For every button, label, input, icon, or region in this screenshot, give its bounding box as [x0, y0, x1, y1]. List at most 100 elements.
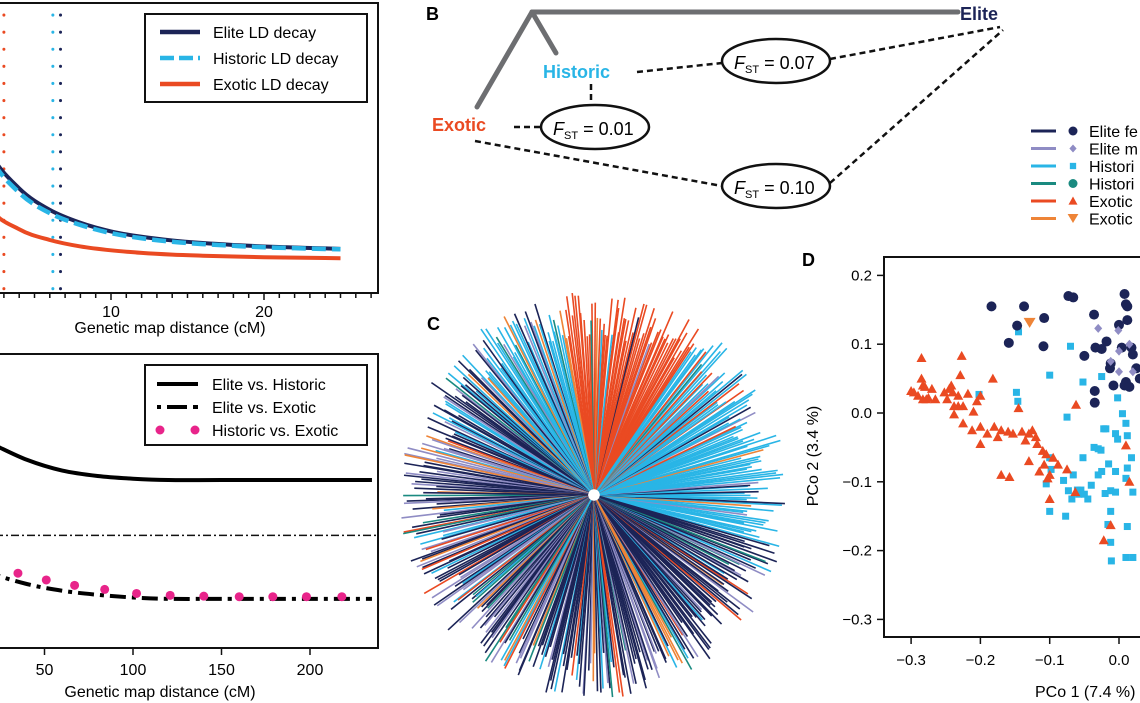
data-point-square [1047, 465, 1055, 473]
panel-a-ld-decay: 10 20 Genetic map distance (cM) Elite LD … [0, 2, 379, 337]
x-tick-label: 100 [120, 662, 147, 679]
data-point-triangle-up [962, 388, 973, 398]
x-tick-label: 20 [255, 304, 273, 321]
legend-marker-diamond [1069, 144, 1077, 153]
data-point-triangle-up [926, 383, 937, 393]
data-point-square [1097, 446, 1105, 454]
data-point-square [1063, 413, 1071, 421]
data-point-circle [1038, 341, 1049, 352]
data-point-triangle-up [913, 390, 924, 400]
legend-label: Elite vs. Historic [212, 377, 326, 394]
data-point-triangle-up [975, 390, 986, 400]
legend-label: Elite vs. Exotic [212, 400, 316, 417]
data-point-square [1062, 512, 1070, 520]
data-point-square [1107, 487, 1115, 495]
data-point-square [1122, 474, 1130, 482]
fst-connectors [474, 25, 1004, 188]
data-point-triangle-up [1032, 438, 1043, 448]
legend: Elite LD decay Historic LD decay Exotic LD… [144, 13, 368, 103]
data-point-circle [1134, 373, 1140, 384]
data-point-square [1014, 397, 1022, 405]
data-point-circle [1089, 309, 1100, 320]
data-point-triangle-up [1027, 425, 1038, 435]
data-point-diamond [1128, 367, 1137, 377]
data-point-circle [986, 301, 997, 312]
x-tick-label: −0.2 [966, 652, 996, 669]
series-historic-vs-exotic-point [301, 592, 311, 602]
data-point-square [1123, 464, 1131, 472]
x-tick-label: −0.1 [1035, 652, 1065, 669]
data-point-square [1087, 481, 1095, 489]
svg-text:FST = 0.07: FST = 0.07 [734, 53, 815, 76]
data-point-triangle-up [989, 421, 1000, 431]
data-point-triangle-up [947, 387, 958, 397]
y-tick-label: −0.2 [842, 543, 872, 560]
x-tick-label: 0.0 [1109, 652, 1130, 669]
data-point-triangle-up [1120, 440, 1131, 450]
data-point-triangle-up [967, 425, 978, 435]
data-point-triangle-up [1013, 403, 1024, 413]
data-point-diamond [1094, 323, 1103, 333]
series-historic-vs-exotic-point [268, 592, 278, 602]
data-point-triangle-up [1030, 432, 1041, 442]
legend-label: Historic vs. Exotic [212, 423, 338, 440]
data-point-square [1098, 373, 1106, 381]
data-point-circle [1124, 381, 1135, 392]
svg-text:FST = 0.01: FST = 0.01 [553, 119, 634, 142]
legend: Elite vs. Historic Elite vs. Exotic Histor… [144, 364, 368, 446]
data-point-square [1101, 489, 1109, 497]
tree-branch-287 [596, 499, 673, 638]
data-point-square [1114, 394, 1122, 402]
series-line-historic-ld-decay [0, 168, 341, 252]
series-historic-vs-exotic-point [13, 568, 23, 578]
data-point-square [1107, 538, 1115, 546]
x-tick-label: −0.3 [896, 652, 926, 669]
y-axis-label: PCo 2 (3.4 %) [805, 406, 822, 506]
panel-a-lower-ld-between: 50 100 150 200 Genetic map distance (cM) El… [0, 353, 379, 701]
legend-marker-triangle-down [1067, 214, 1079, 223]
data-point-circle [1122, 315, 1133, 326]
data-point-triangle-up [917, 394, 928, 404]
series-historic-vs-exotic-point [41, 575, 51, 585]
data-point-triangle-up [949, 409, 960, 419]
data-point-square [1123, 432, 1131, 440]
data-point-triangle-up [919, 381, 930, 391]
legend-label: Elite fe [1089, 124, 1138, 141]
data-point-square [1066, 342, 1074, 350]
data-point-square [1046, 371, 1054, 379]
data-point-diamond [1114, 325, 1123, 335]
data-point-diamond [1115, 346, 1123, 356]
data-point-square [1105, 460, 1113, 468]
data-point-square [1077, 486, 1085, 494]
data-point-triangle-up [996, 469, 1007, 479]
data-point-triangle-up [982, 428, 993, 438]
data-point-square [1107, 557, 1115, 565]
y-tick-label: −0.1 [842, 474, 872, 491]
legend-marker-circle [1068, 179, 1078, 188]
data-point-circle [1122, 301, 1133, 312]
data-point-triangle-up [1044, 494, 1055, 503]
plot-frame [0, 353, 379, 649]
data-point-square [1104, 520, 1112, 528]
x-axis-label: PCo 1 (7.4 %) [1035, 684, 1135, 701]
panel-label-c: C [427, 314, 440, 334]
data-point-triangle-up [1070, 487, 1081, 497]
data-point-circle [1079, 350, 1090, 361]
data-point-triangle-up [992, 432, 1003, 442]
legend-label: Histori [1089, 177, 1134, 194]
data-point-square [1122, 553, 1130, 561]
data-point-diamond [1115, 367, 1123, 377]
x-tick-label: 50 [36, 662, 54, 679]
series-historic-vs-exotic-point [199, 591, 209, 601]
data-point-triangle-up [949, 401, 960, 411]
data-point-triangle-up [955, 370, 966, 380]
data-point-triangle-up [987, 373, 998, 383]
data-point-circle [1127, 349, 1138, 360]
tree-branch-365 [500, 499, 592, 661]
data-point-triangle-up [1124, 476, 1135, 486]
data-point-circle [1003, 337, 1014, 348]
data-point-square [1069, 471, 1077, 479]
legend-label: Elite m [1089, 142, 1138, 159]
data-point-triangle-up [1020, 435, 1031, 445]
